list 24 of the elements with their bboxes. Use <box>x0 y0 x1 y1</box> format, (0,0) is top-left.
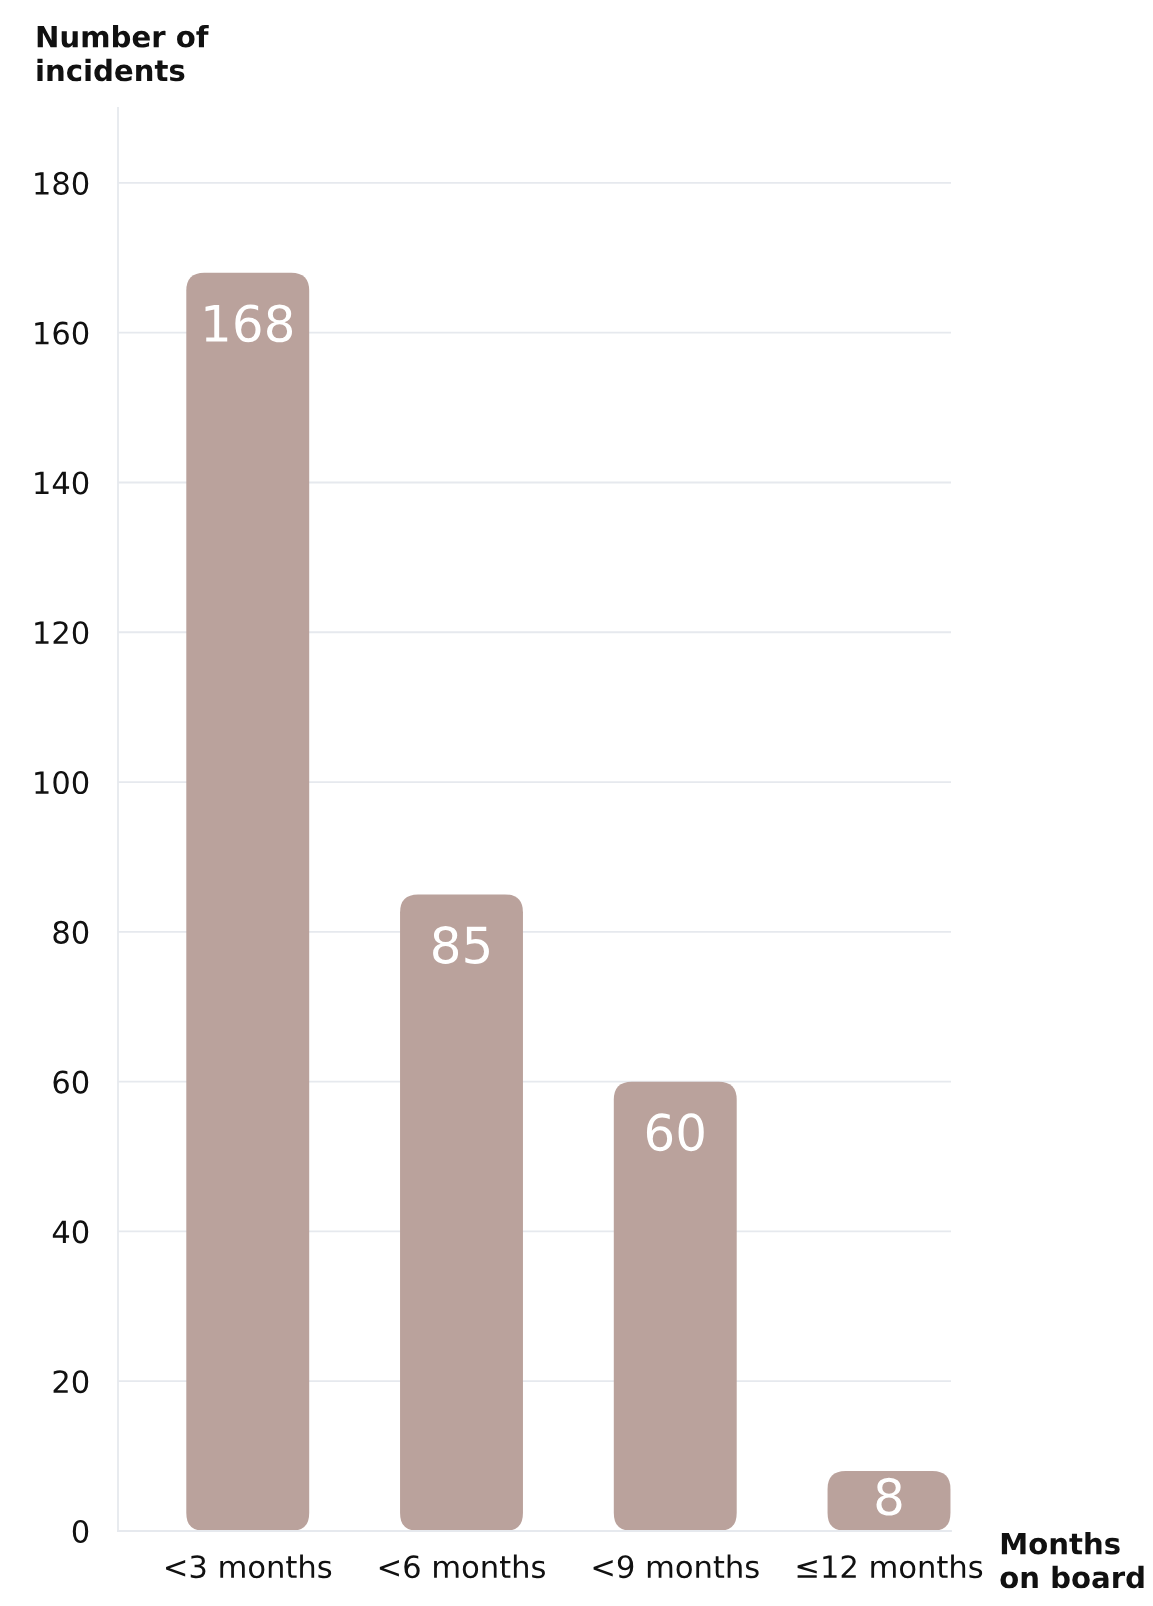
data-label: 85 <box>433 926 489 964</box>
data-label: 8 <box>876 1477 902 1516</box>
y-tick-label: 40 <box>52 1220 89 1244</box>
y-axis-title: Number of incidents <box>37 25 209 82</box>
y-tick-label: 20 <box>53 1370 89 1394</box>
y-tick-label: 120 <box>35 621 89 645</box>
data-label: 168 <box>205 304 293 343</box>
x-tick-label: <3 months <box>166 1554 332 1579</box>
bar <box>613 1081 737 1531</box>
y-tick-label: 100 <box>35 770 89 795</box>
bar <box>827 1471 951 1531</box>
x-axis-title: Months on board <box>1000 1532 1144 1589</box>
y-tick-label: 0 <box>72 1519 89 1544</box>
y-tick-label: 180 <box>35 171 89 195</box>
y-tick-label: 160 <box>35 321 89 345</box>
x-tick-label: ≤12 months <box>797 1554 983 1579</box>
y-tick-label: 80 <box>53 920 89 944</box>
data-label: 60 <box>646 1113 704 1152</box>
x-tick-label: <9 months <box>593 1554 759 1579</box>
x-tick-label: <6 months <box>379 1554 545 1579</box>
bar <box>400 894 523 1531</box>
y-tick-label: 140 <box>35 471 89 495</box>
bar <box>186 272 310 1531</box>
y-tick-label: 60 <box>53 1070 89 1094</box>
